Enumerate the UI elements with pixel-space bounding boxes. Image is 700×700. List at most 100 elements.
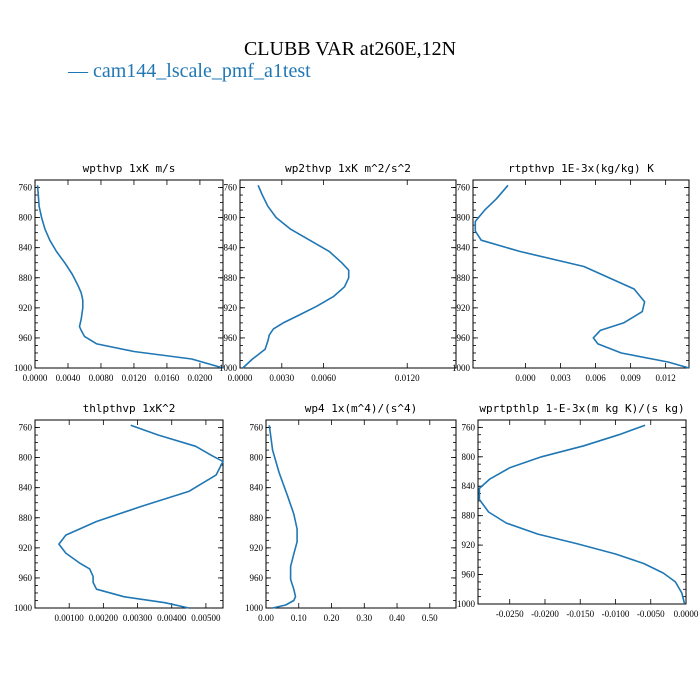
y-tick-label: 840: [250, 483, 264, 493]
data-point: [89, 568, 90, 569]
data-point: [287, 495, 288, 496]
y-tick-label: 920: [224, 303, 238, 313]
data-point: [93, 576, 94, 577]
data-point: [293, 589, 294, 590]
data-point: [593, 337, 594, 338]
y-tick-label: 920: [19, 303, 33, 313]
y-tick-label: 960: [224, 333, 238, 343]
data-point: [267, 206, 268, 207]
data-point: [509, 467, 510, 468]
data-point: [484, 210, 485, 211]
data-point: [79, 562, 80, 563]
x-tick-label: 0.006: [585, 373, 606, 383]
data-point: [265, 349, 266, 350]
data-point: [645, 425, 646, 426]
data-point: [64, 262, 65, 263]
data-point: [297, 528, 298, 529]
series-line: [242, 184, 350, 369]
data-point: [600, 330, 601, 331]
y-tick-label: 1000: [14, 603, 33, 613]
data-point: [675, 581, 676, 582]
data-point: [309, 240, 310, 241]
data-point: [684, 603, 685, 604]
x-tick-label: 0.00500: [191, 613, 221, 623]
y-tick-label: 880: [19, 273, 33, 283]
data-point: [489, 478, 490, 479]
data-point: [72, 273, 73, 274]
x-tick-label: 0.0000: [228, 373, 253, 383]
data-point: [216, 474, 217, 475]
panel-title: wprtpthlp 1-E-3x(m kg K)/(s kg): [479, 402, 684, 415]
y-tick-label: 920: [250, 543, 264, 553]
y-tick-label: 760: [457, 183, 471, 193]
data-point: [65, 553, 66, 554]
data-point: [252, 358, 253, 359]
y-tick-label: 880: [224, 273, 238, 283]
data-point: [623, 322, 624, 323]
data-point: [44, 228, 45, 229]
data-point: [348, 270, 349, 271]
data-point: [576, 543, 577, 544]
data-point: [242, 367, 243, 368]
data-point: [298, 315, 299, 316]
data-point: [507, 185, 508, 186]
x-tick-label: 0.10: [291, 613, 307, 623]
panel-title: rtpthvp 1E-3x(kg/kg) K: [508, 162, 654, 175]
data-point: [643, 563, 644, 564]
y-tick-label: 760: [19, 423, 33, 433]
panel-title: wpthvp 1xK m/s: [83, 162, 176, 175]
y-tick-label: 1000: [452, 363, 471, 373]
data-point: [285, 604, 286, 605]
data-point: [96, 589, 97, 590]
y-tick-label: 760: [19, 183, 33, 193]
data-point: [38, 194, 39, 195]
data-point: [290, 566, 291, 567]
x-tick-label: 0.0030: [269, 373, 294, 383]
figure-title: CLUBB VAR at260E,12N: [244, 38, 456, 60]
x-tick-label: 0.00: [258, 613, 274, 623]
data-point: [681, 592, 682, 593]
y-tick-label: 800: [19, 453, 33, 463]
data-point: [297, 541, 298, 542]
data-point: [140, 506, 141, 507]
data-point: [583, 266, 584, 267]
data-point: [283, 322, 284, 323]
data-point: [41, 217, 42, 218]
data-point: [93, 582, 94, 583]
plot-frame: [265, 419, 457, 609]
data-point: [188, 491, 189, 492]
data-point: [130, 425, 131, 426]
x-tick-label: 0.0000: [23, 373, 48, 383]
panel-title: wp2thvp 1xK m^2/s^2: [285, 162, 411, 175]
x-tick-label: 0.00300: [123, 613, 153, 623]
y-tick-label: 800: [19, 213, 33, 223]
data-point: [81, 292, 82, 293]
panel-1: wpthvp 1xK m/s76080084088092096010000.00…: [14, 162, 224, 383]
y-tick-label: 880: [457, 273, 471, 283]
y-tick-label: 1000: [245, 603, 264, 613]
x-tick-label: 0.00400: [157, 613, 187, 623]
legend-label: — cam144_lscale_pmf_a1test: [67, 60, 311, 82]
data-point: [583, 445, 584, 446]
data-point: [279, 472, 280, 473]
x-tick-label: 0.0000: [674, 609, 699, 619]
data-point: [158, 434, 159, 435]
x-tick-label: 0.0040: [56, 373, 81, 383]
data-point: [481, 240, 482, 241]
y-tick-label: 920: [462, 540, 476, 550]
x-tick-label: 0.0120: [122, 373, 147, 383]
y-tick-label: 840: [462, 481, 476, 491]
data-point: [475, 231, 476, 232]
series-line: [36, 185, 224, 369]
x-tick-label: -0.0150: [566, 609, 594, 619]
data-point: [79, 326, 80, 327]
data-point: [541, 456, 542, 457]
data-point: [293, 553, 294, 554]
data-point: [348, 277, 349, 278]
x-tick-label: 0.0120: [395, 373, 420, 383]
y-tick-label: 800: [250, 453, 264, 463]
series-line: [58, 424, 224, 609]
y-tick-label: 960: [462, 570, 476, 580]
x-tick-label: 0.000: [515, 373, 536, 383]
